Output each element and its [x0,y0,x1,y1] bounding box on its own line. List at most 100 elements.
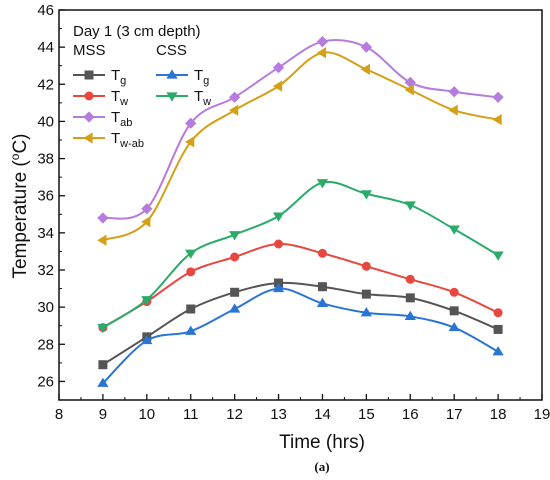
y-tick-label: 46 [37,2,54,19]
legend-label-sub: w [119,96,128,108]
data-point [185,136,195,148]
x-tick-label: 14 [314,406,331,423]
data-point [316,297,329,308]
data-point [97,234,107,246]
legend-swatch-marker [166,69,178,79]
series-line [102,51,499,242]
series-mss-tab [97,35,504,224]
data-point [97,323,109,334]
y-tick-label: 32 [37,262,54,279]
data-point [186,304,196,314]
legend-group-title: MSS [73,42,106,59]
data-point [141,203,153,215]
data-point [272,212,285,222]
data-point [141,334,153,345]
series-line [102,180,499,329]
legend-item: Tw [73,88,128,108]
legend-swatch-marker [83,111,95,123]
data-point [229,231,241,241]
x-tick-label: 11 [183,406,199,423]
legend-group-title: CSS [156,42,187,59]
legend-item: Tw [156,88,211,108]
data-point [493,324,503,334]
series-line [102,242,499,329]
legend-label-main: T [111,88,120,105]
y-tick-label: 26 [37,373,54,390]
data-point [141,296,153,306]
data-point [404,310,416,321]
plot-frame [58,9,543,401]
legend-label-main: T [111,67,120,84]
data-point [186,267,196,277]
legend-swatch-marker [84,70,94,80]
legend-label-main: T [111,130,120,147]
data-point [97,377,109,387]
y-axis-title-main: Temperature ( [10,160,31,279]
series-line [102,281,499,366]
x-tick-label: 19 [534,406,550,423]
legend-label: Tab [111,109,132,129]
legend-swatch-marker [84,91,94,101]
data-point [448,86,460,98]
data-point [492,251,504,261]
x-tick-label: 8 [55,406,63,423]
data-point [449,287,459,297]
data-point [272,61,285,74]
data-point [493,308,503,318]
legend-label-main: T [194,88,203,105]
x-tick-label: 10 [138,406,155,423]
series-css-tw [97,179,504,334]
series-mss-tw-ab [97,47,502,246]
data-point [229,104,239,116]
data-point [360,41,372,53]
x-tick-label: 16 [402,406,419,423]
data-point [449,306,459,316]
legend-label-main: T [111,109,120,126]
y-tick-label: 40 [37,113,54,130]
data-point [448,225,460,235]
data-point [316,179,329,189]
legend-label-sub: w-ab [119,138,144,150]
data-point [361,289,371,299]
legend-label-sub: ab [120,117,132,129]
data-point [360,63,370,76]
data-point [272,282,285,293]
data-point [98,360,108,370]
data-point [230,252,240,262]
data-point [97,212,109,224]
legend-label: Tg [194,67,209,87]
data-point [492,91,504,103]
plot-layer [97,35,504,387]
data-point [361,261,371,271]
legend-item: Tw-ab [73,130,144,150]
y-tick-label: 42 [37,76,54,93]
y-axis-title-tail: C) [10,133,31,153]
data-point [360,190,372,200]
data-point [360,307,372,317]
y-tick-label: 36 [37,188,54,205]
y-tick-label: 30 [37,299,54,316]
data-point [404,201,416,211]
legend-label: Tw [111,88,128,108]
x-tick-label: 12 [226,406,243,423]
data-point [492,346,504,356]
legend-label: Tw-ab [111,130,144,150]
data-point [404,76,416,89]
legend-swatch-marker [166,92,178,102]
data-point [317,282,327,292]
legend-label-sub: g [120,75,126,87]
legend-swatch-marker [83,132,93,144]
y-tick-label: 38 [37,151,54,168]
legend-label: Tg [111,67,126,87]
figure-caption: (a) [314,459,329,474]
data-point [317,248,327,258]
data-point [185,249,197,259]
legend-item: Tg [156,67,209,87]
data-point [185,117,197,129]
data-point [448,104,458,116]
series-line [102,39,499,220]
legend-label-sub: g [203,75,209,87]
data-point [272,80,283,92]
